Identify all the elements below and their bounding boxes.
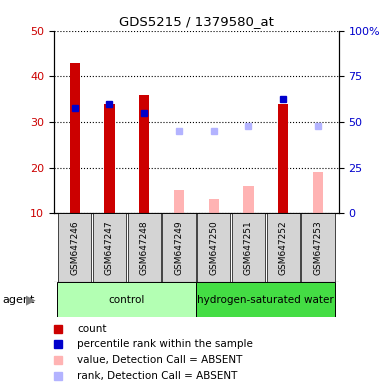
Text: percentile rank within the sample: percentile rank within the sample: [77, 339, 253, 349]
Bar: [232, 213, 265, 282]
Bar: [278, 104, 288, 213]
Bar: [57, 282, 196, 317]
Bar: [174, 190, 184, 213]
Text: GSM647253: GSM647253: [313, 220, 323, 275]
Text: value, Detection Call = ABSENT: value, Detection Call = ABSENT: [77, 355, 243, 365]
Bar: [266, 213, 300, 282]
Bar: [104, 104, 115, 213]
Text: count: count: [77, 324, 107, 334]
Bar: [243, 186, 254, 213]
Bar: [93, 213, 126, 282]
Text: rank, Detection Call = ABSENT: rank, Detection Call = ABSENT: [77, 371, 238, 381]
Bar: [162, 213, 196, 282]
Bar: [313, 172, 323, 213]
Text: GSM647247: GSM647247: [105, 220, 114, 275]
Bar: [127, 213, 161, 282]
Text: hydrogen-saturated water: hydrogen-saturated water: [198, 295, 334, 305]
Text: ▶: ▶: [26, 293, 36, 306]
Text: GSM647251: GSM647251: [244, 220, 253, 275]
Bar: [301, 213, 335, 282]
Bar: [139, 94, 149, 213]
Text: GSM647246: GSM647246: [70, 220, 79, 275]
Text: GSM647249: GSM647249: [174, 220, 184, 275]
Title: GDS5215 / 1379580_at: GDS5215 / 1379580_at: [119, 15, 274, 28]
Text: control: control: [109, 295, 145, 305]
Bar: [58, 213, 91, 282]
Bar: [70, 63, 80, 213]
Text: GSM647252: GSM647252: [279, 220, 288, 275]
Bar: [197, 213, 230, 282]
Bar: [196, 282, 335, 317]
Text: GSM647248: GSM647248: [140, 220, 149, 275]
Text: GSM647250: GSM647250: [209, 220, 218, 275]
Bar: [209, 199, 219, 213]
Text: agent: agent: [2, 295, 34, 305]
